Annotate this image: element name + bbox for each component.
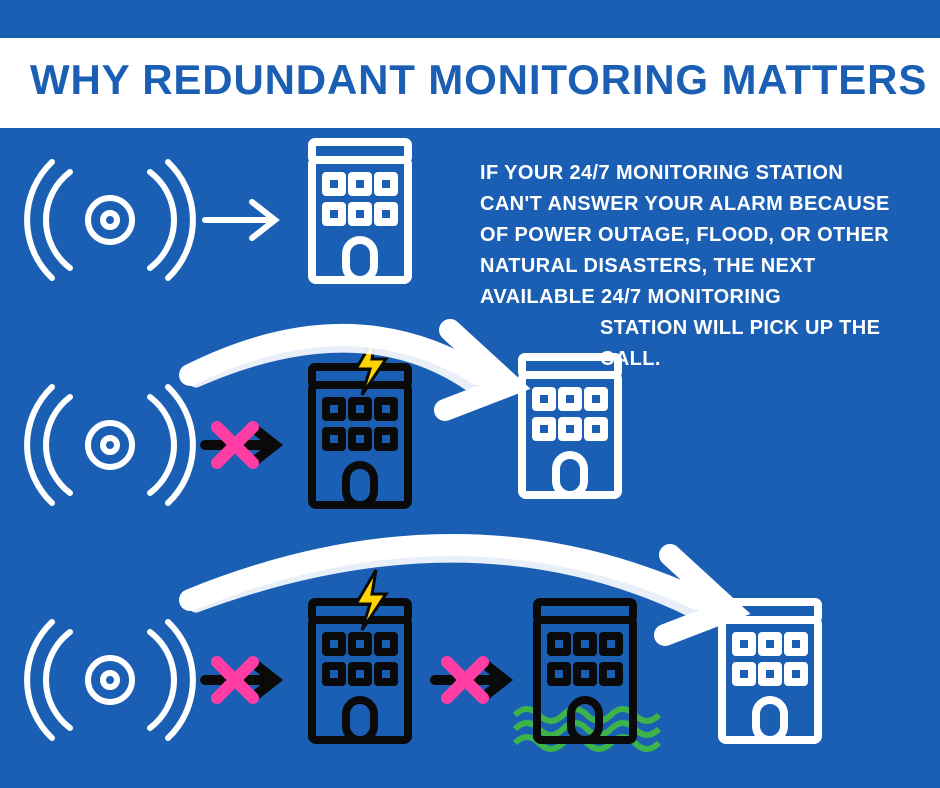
diagram-element bbox=[312, 142, 408, 280]
diagram-element bbox=[190, 545, 730, 635]
diagram-element bbox=[27, 622, 193, 738]
diagram-element bbox=[27, 387, 193, 503]
diagram-element bbox=[312, 602, 408, 740]
diagram-element bbox=[312, 367, 408, 505]
diagram-element bbox=[722, 602, 818, 740]
diagram-element bbox=[522, 357, 618, 495]
diagram-element bbox=[27, 162, 193, 278]
diagram-stage bbox=[0, 0, 940, 788]
diagram-element bbox=[205, 202, 275, 238]
